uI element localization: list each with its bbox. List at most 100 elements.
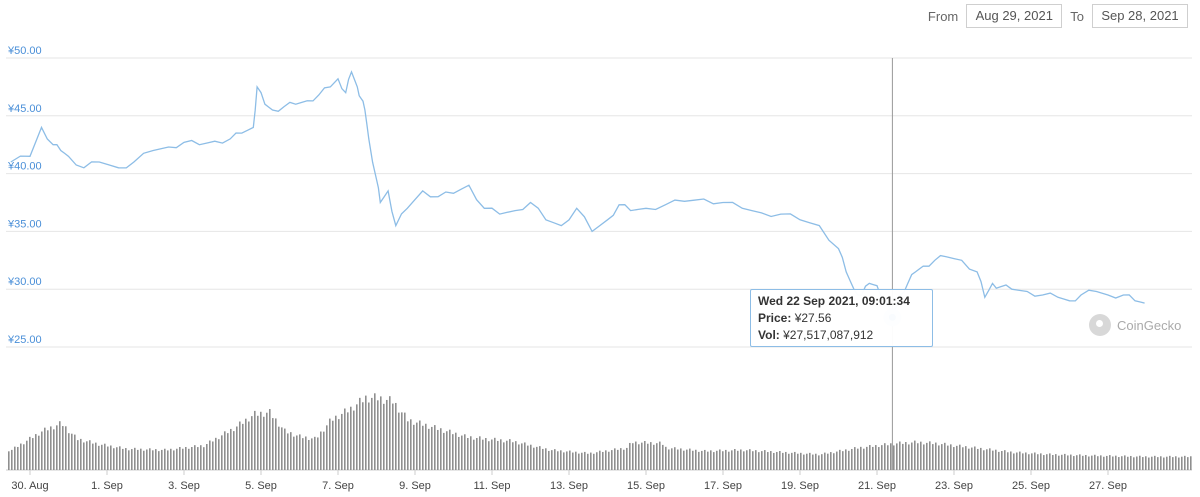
volume-bar	[1175, 456, 1177, 470]
volume-bar	[482, 439, 484, 470]
volume-bar	[203, 447, 205, 470]
volume-bar	[608, 451, 610, 470]
volume-bar	[1073, 456, 1075, 470]
volume-bar	[419, 420, 421, 470]
volume-bar	[14, 446, 16, 470]
volume-bar	[404, 412, 406, 470]
to-label: To	[1070, 8, 1084, 24]
volume-bar	[629, 442, 631, 470]
volume-bar	[794, 451, 796, 470]
volume-bar	[347, 412, 349, 470]
volume-bar	[1025, 452, 1027, 470]
tooltip-vol-value: ¥27,517,087,912	[783, 328, 874, 342]
volume-bar	[623, 449, 625, 470]
volume-bar	[1130, 455, 1132, 470]
volume-bar	[1007, 452, 1009, 470]
volume-bar	[533, 447, 535, 470]
volume-bar	[737, 450, 739, 470]
volume-bar	[224, 431, 226, 470]
volume-bar	[755, 450, 757, 470]
x-tick-label: 3. Sep	[168, 480, 200, 492]
volume-bar	[71, 433, 73, 470]
volume-bar	[197, 447, 199, 470]
volume-bar	[8, 451, 10, 470]
volume-bar	[437, 429, 439, 470]
volume-bar	[1013, 453, 1015, 470]
volume-bar	[989, 448, 991, 470]
volume-bar	[1172, 457, 1174, 470]
volume-bar	[1037, 454, 1039, 470]
volume-bar	[641, 442, 643, 470]
volume-bar	[614, 448, 616, 470]
volume-bar	[647, 443, 649, 470]
volume-bar	[569, 450, 571, 470]
volume-bar	[452, 434, 454, 470]
volume-bar	[152, 450, 154, 470]
volume-bar	[722, 451, 724, 470]
from-date-input[interactable]: Aug 29, 2021	[966, 4, 1063, 28]
volume-bar	[461, 435, 463, 470]
volume-bar	[545, 448, 547, 470]
volume-bar	[695, 449, 697, 470]
volume-bar	[1106, 455, 1108, 470]
volume-bar	[470, 436, 472, 470]
volume-bar	[371, 397, 373, 470]
volume-bar	[596, 452, 598, 470]
volume-bar	[1088, 456, 1090, 470]
volume-bar	[1001, 451, 1003, 470]
volume-bar	[428, 428, 430, 470]
volume-bar	[254, 410, 256, 470]
volume-bar	[980, 447, 982, 470]
volume-bar	[173, 450, 175, 470]
volume-bar	[218, 439, 220, 470]
volume-bar	[878, 447, 880, 470]
volume-bar	[689, 448, 691, 470]
volume-bar	[56, 425, 58, 470]
volume-bar	[377, 400, 379, 470]
volume-bar	[1097, 456, 1099, 470]
volume-bar	[1139, 455, 1141, 470]
volume-bar	[932, 444, 934, 470]
volume-bar	[260, 411, 262, 470]
volume-bar	[1094, 454, 1096, 470]
volume-bar	[818, 455, 820, 470]
volume-bar	[26, 440, 28, 470]
x-tick-label: 7. Sep	[322, 480, 354, 492]
volume-bar	[359, 397, 361, 470]
volume-bar	[599, 450, 601, 470]
volume-bar	[983, 450, 985, 470]
volume-bar	[422, 425, 424, 470]
to-date-input[interactable]: Sep 28, 2021	[1092, 4, 1188, 28]
date-range-picker: From Aug 29, 2021 To Sep 28, 2021	[928, 4, 1188, 28]
volume-bar	[239, 421, 241, 470]
volume-bar	[611, 450, 613, 470]
volume-bar	[344, 408, 346, 470]
volume-bar	[308, 439, 310, 470]
volume-bar	[527, 445, 529, 470]
volume-bar	[1076, 455, 1078, 470]
volume-bar	[1190, 456, 1192, 470]
volume-bar	[95, 442, 97, 470]
volume-bar	[971, 447, 973, 470]
volume-bar	[311, 438, 313, 470]
volume-bar	[560, 450, 562, 470]
volume-bar	[1079, 454, 1081, 470]
volume-bar	[446, 431, 448, 470]
volume-bar	[116, 447, 118, 470]
volume-bar	[536, 446, 538, 470]
volume-bar	[20, 443, 22, 470]
volume-bar	[521, 443, 523, 470]
volume-bar	[383, 403, 385, 470]
y-tick-label: ¥35.00	[7, 218, 42, 230]
volume-bar	[839, 449, 841, 470]
volume-bar	[1145, 456, 1147, 470]
volume-bar	[125, 448, 127, 470]
volume-bar	[959, 444, 961, 470]
volume-bar	[563, 452, 565, 470]
volume-bar	[317, 437, 319, 470]
volume-bar	[644, 441, 646, 470]
volume-bar	[1070, 454, 1072, 470]
volume-bar	[650, 442, 652, 470]
volume-bar	[677, 449, 679, 470]
